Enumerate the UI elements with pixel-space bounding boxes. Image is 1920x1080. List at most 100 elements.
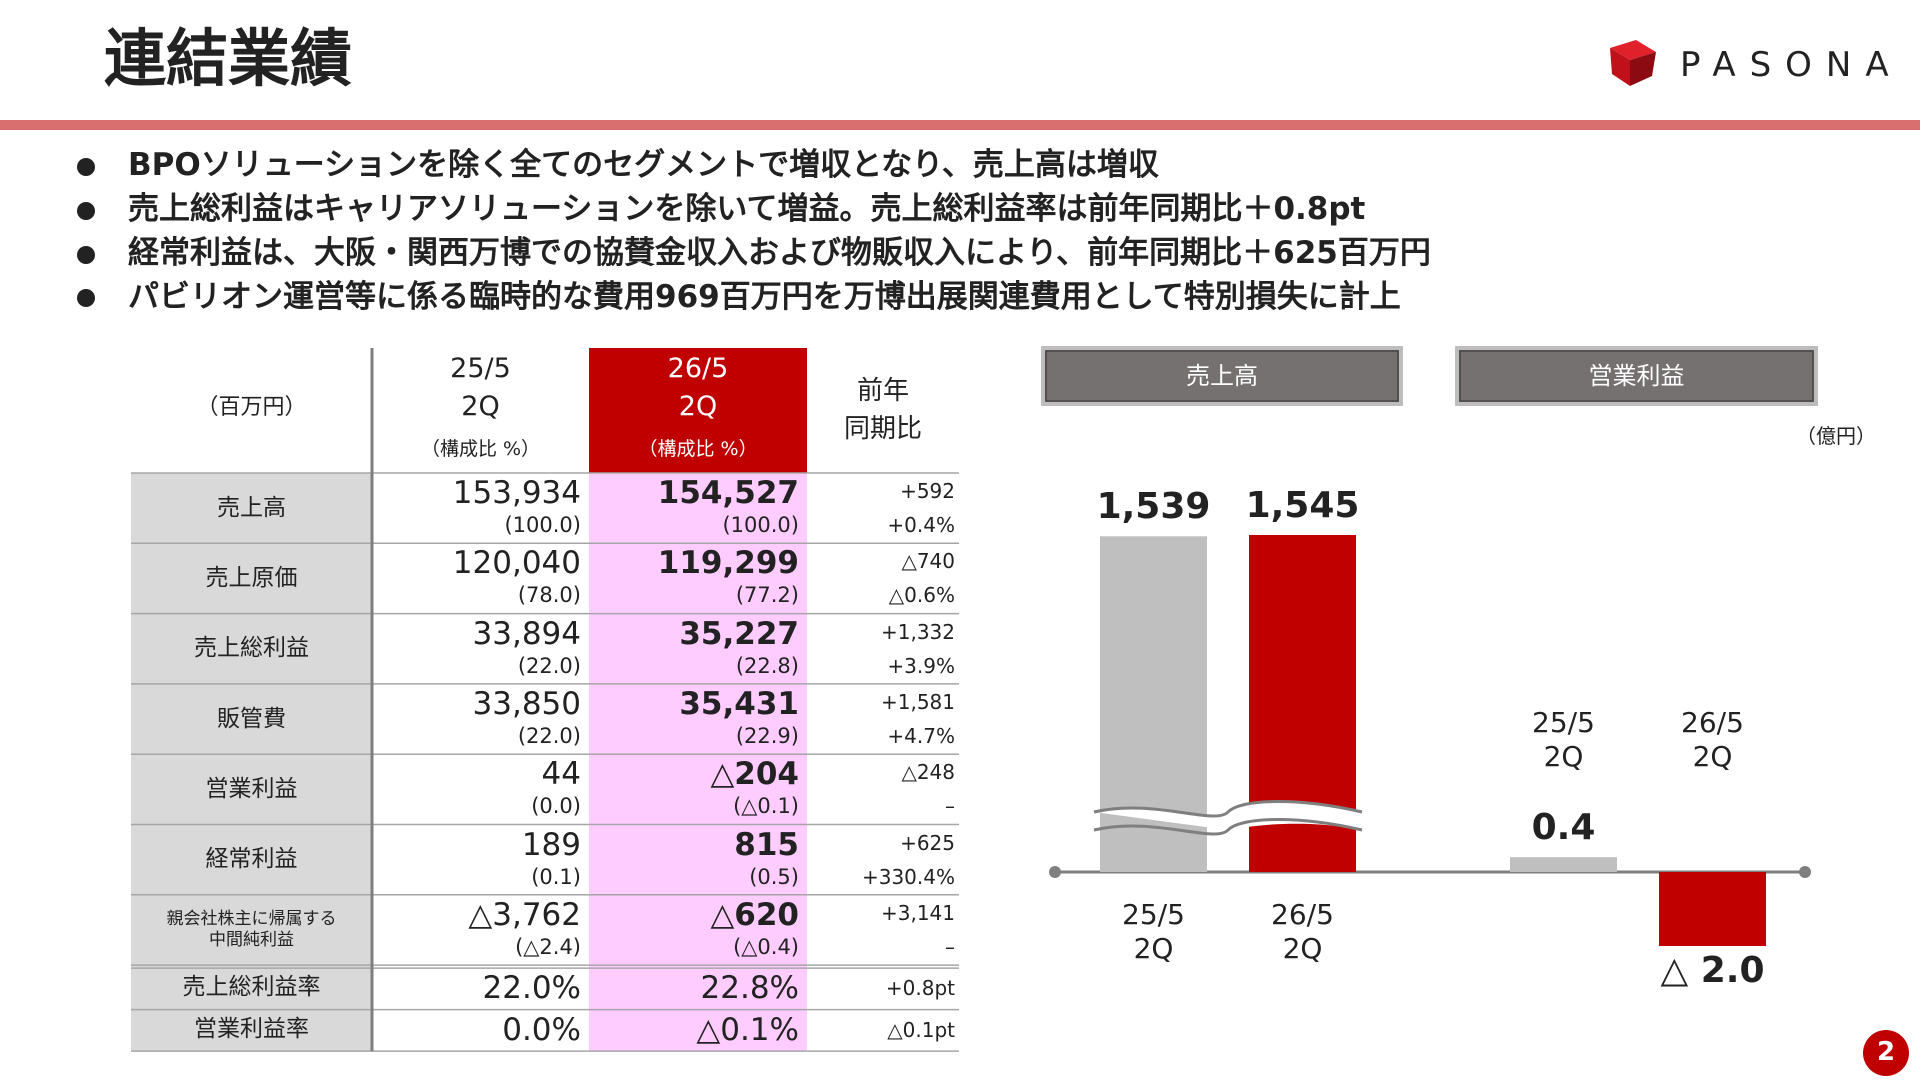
chart-title: 営業利益 (1588, 362, 1685, 390)
row-label: 親会社株主に帰属する 中間純利益 (166, 908, 337, 950)
cell-value: △204 (710, 756, 799, 793)
cell-value: 33,894 (472, 615, 581, 652)
cell-value: △620 (710, 896, 799, 933)
row-label: 売上総利益率 (182, 974, 321, 1001)
cell-ratio: (0.0) (531, 794, 581, 819)
logo-icon (1610, 40, 1656, 86)
cell-yoy-ratio: +330.4% (861, 864, 955, 889)
logo-text: PASONA (1680, 45, 1903, 85)
cell-ratio: (0.1) (531, 864, 581, 889)
cell-ratio: (100.0) (722, 513, 799, 537)
value-label: △ 2.0 (1660, 950, 1765, 991)
row-label: 販管費 (217, 705, 286, 732)
cell-value: 154,527 (657, 475, 799, 511)
value-label: 0.4 (1531, 807, 1596, 849)
current-header-bg (589, 348, 807, 473)
cell-value: 33,850 (472, 685, 581, 722)
cell-ratio: (22.8) (735, 653, 799, 678)
cell-value: 35,431 (679, 685, 799, 722)
cell-value: 119,299 (657, 545, 799, 582)
bullet-text: 売上総利益はキャリアソリューションを除いて増益。売上総利益率は前年同期比＋0.8… (128, 191, 1366, 227)
column-header: 前年 同期比 (843, 376, 922, 444)
chart-title-box-edge (1459, 350, 1814, 402)
cell-ratio: (△0.4) (733, 934, 799, 959)
cell-ratio: (100.0) (504, 513, 581, 537)
axis-break (1093, 800, 1363, 836)
row-label: 売上原価 (205, 565, 298, 592)
category-label: 25/5 2Q (1122, 898, 1185, 965)
cell-yoy: △0.1pt (887, 1017, 955, 1042)
page-badge (1863, 1030, 1909, 1076)
cell-yoy: +1,581 (880, 689, 955, 714)
cell-ratio: (22.0) (517, 723, 581, 748)
bullet-text: パビリオン運営等に係る臨時的な費用969百万円を万博出展関連費用として特別損失に… (128, 279, 1401, 315)
cell-value: 815 (734, 826, 799, 863)
chart-title-box (1041, 346, 1403, 406)
value-label: 1,539 (1096, 486, 1211, 528)
cell-yoy-ratio: – (945, 794, 955, 819)
cell-yoy: +592 (900, 479, 955, 503)
cell-yoy: △740 (901, 549, 955, 574)
cell-value: △3,762 (468, 896, 581, 933)
table-unit: （百万円） (196, 395, 307, 420)
bullet-text: 経常利益は、大阪・関西万博での協賛金収入および物販収入により、前年同期比＋625… (128, 235, 1431, 271)
column-header: 26/5 2Q (667, 353, 729, 422)
cell-yoy: +625 (900, 830, 955, 855)
chart-unit: （億円） (1796, 424, 1876, 448)
cell-yoy: +1,332 (880, 619, 955, 644)
cell-value: 120,040 (452, 545, 581, 582)
cell-yoy-ratio: +4.7% (887, 723, 955, 748)
cell-yoy-ratio: △0.6% (888, 583, 955, 608)
value-label: 1,545 (1245, 485, 1360, 526)
cell-yoy: +0.8pt (885, 976, 955, 1001)
row-label: 売上高 (217, 494, 286, 521)
row-label: 売上総利益 (194, 635, 309, 662)
cell-ratio: (△0.1) (733, 794, 799, 819)
cell-ratio: (78.0) (517, 583, 581, 608)
column-header: 25/5 2Q (450, 353, 511, 422)
category-label: 25/5 2Q (1532, 706, 1595, 773)
cell-yoy: +3,141 (880, 900, 955, 925)
category-label: 26/5 2Q (1681, 706, 1744, 773)
current-column-bg (589, 473, 807, 1052)
axis-break (1094, 801, 1362, 830)
bullet-dots (77, 158, 95, 307)
cell-yoy-ratio: +0.4% (887, 513, 955, 537)
cell-value: 22.8% (700, 970, 799, 1007)
cell-value: △0.1% (696, 1011, 799, 1048)
chart-title-box (1455, 346, 1818, 406)
cell-ratio: (22.9) (735, 723, 799, 748)
chart-title: 売上高 (1186, 362, 1258, 390)
cell-ratio: (77.2) (735, 583, 799, 608)
row-label: 営業利益率 (194, 1015, 309, 1042)
cell-value: 44 (541, 756, 581, 793)
cell-value: 35,227 (679, 615, 799, 652)
cell-yoy-ratio: – (945, 934, 955, 959)
row-label: 経常利益 (205, 846, 298, 873)
page-number: 2 (1876, 1037, 1896, 1067)
cell-ratio: (22.0) (517, 653, 581, 678)
cell-value: 189 (521, 826, 581, 863)
bullet-text: BPOソリューションを除く全てのセグメントで増収となり、売上高は増収 (128, 147, 1159, 183)
header-rule (0, 120, 1920, 130)
bar (1659, 872, 1766, 946)
axis-end (1049, 866, 1061, 878)
cell-ratio: (△2.4) (515, 934, 581, 959)
label-column-bg (131, 473, 372, 1052)
category-label: 26/5 2Q (1271, 898, 1334, 965)
cell-ratio: (0.5) (749, 864, 799, 889)
chart-title-box-edge (1045, 350, 1399, 402)
bar (1510, 857, 1617, 872)
column-subheader: （構成比 %） (420, 438, 541, 460)
axis-end (1799, 866, 1811, 878)
cell-value: 0.0% (502, 1011, 581, 1048)
cell-value: 22.0% (482, 970, 581, 1007)
column-subheader: （構成比 %） (638, 438, 758, 460)
page-title: 連結業績 (104, 22, 353, 95)
cell-yoy-ratio: +3.9% (887, 653, 955, 678)
row-label: 営業利益 (205, 775, 298, 802)
cell-value: 153,934 (452, 475, 581, 511)
cell-yoy: △248 (901, 760, 955, 785)
